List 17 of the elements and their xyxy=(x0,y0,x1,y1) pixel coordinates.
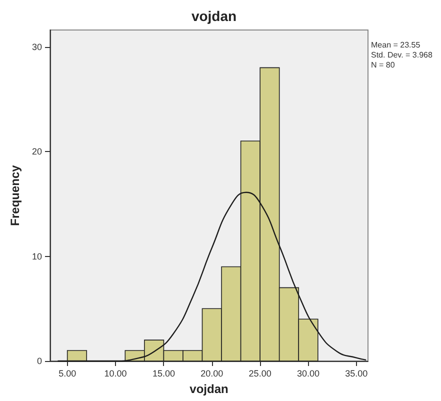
x-tick-label: 35.00 xyxy=(345,368,368,378)
y-tick-label: 10 xyxy=(32,251,42,262)
y-axis-title: Frequency xyxy=(8,164,22,226)
text: Std. Dev. = 3.968 xyxy=(371,50,433,60)
text: Mean = 23.55 xyxy=(371,40,421,50)
x-tick-label: 10.00 xyxy=(104,368,127,378)
x-axis-title: vojdan xyxy=(190,382,228,396)
x-tick-label: 25.00 xyxy=(248,368,272,378)
text: N = 80 xyxy=(371,60,396,70)
x-tick-label: 5.00 xyxy=(58,368,76,378)
x-tick-label: 15.00 xyxy=(152,368,175,378)
y-tick-label: 30 xyxy=(32,42,42,52)
x-tick-label: 30.00 xyxy=(296,368,320,378)
chart-title: vojdan xyxy=(191,8,237,24)
y-tick-label: 20 xyxy=(32,146,42,157)
x-tick-label: 20.00 xyxy=(200,368,224,378)
y-tick-label: 0 xyxy=(36,356,42,366)
